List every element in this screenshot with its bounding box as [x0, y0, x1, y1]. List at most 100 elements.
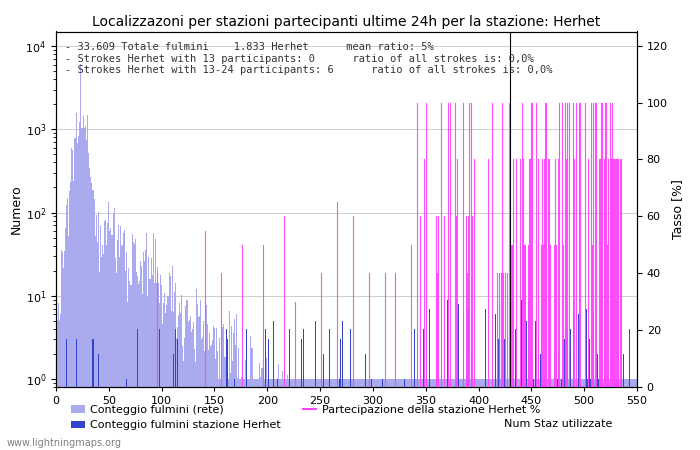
Bar — [398, 379, 399, 450]
Bar — [511, 379, 512, 450]
Bar — [631, 379, 632, 450]
Bar — [193, 322, 194, 450]
Bar — [569, 379, 570, 450]
Bar — [268, 339, 269, 450]
Bar — [443, 379, 444, 450]
Bar — [136, 276, 138, 450]
Bar — [61, 251, 62, 450]
Bar — [543, 379, 545, 450]
Bar — [524, 379, 526, 450]
Bar — [101, 256, 102, 450]
Bar — [508, 379, 509, 450]
Bar — [322, 379, 323, 450]
Bar — [234, 379, 235, 450]
Bar — [194, 349, 195, 450]
Bar — [267, 379, 268, 450]
Bar — [188, 320, 190, 450]
Bar — [232, 361, 233, 450]
Bar — [294, 379, 295, 450]
Bar — [449, 379, 451, 450]
Bar — [575, 379, 576, 450]
Legend: Conteggio fulmini (rete), Conteggio fulmini stazione Herhet, Partecipazione dell: Conteggio fulmini (rete), Conteggio fulm… — [66, 400, 545, 435]
Bar — [429, 309, 430, 450]
Bar — [342, 379, 343, 450]
Bar — [589, 379, 590, 450]
Bar — [591, 379, 592, 450]
Bar — [318, 379, 320, 450]
Bar — [431, 379, 433, 450]
Bar — [136, 329, 138, 450]
Bar — [481, 379, 482, 450]
Bar — [593, 309, 594, 450]
Bar — [534, 379, 535, 450]
Bar — [564, 339, 565, 450]
Bar — [307, 379, 308, 450]
Bar — [391, 379, 393, 450]
Bar — [403, 379, 404, 450]
Bar — [154, 284, 155, 450]
Bar — [254, 379, 255, 450]
Bar — [74, 138, 76, 450]
Bar — [571, 379, 572, 450]
Bar — [180, 313, 181, 450]
Bar — [374, 379, 375, 450]
Bar — [401, 379, 402, 450]
Bar — [378, 379, 379, 450]
Bar — [387, 379, 388, 450]
Bar — [123, 233, 124, 450]
Bar — [535, 321, 536, 450]
Bar — [410, 379, 412, 450]
Bar — [395, 379, 397, 450]
Bar — [208, 350, 209, 450]
Bar — [115, 258, 116, 450]
Bar — [186, 300, 188, 450]
Bar — [86, 140, 88, 450]
Bar — [350, 329, 351, 450]
Bar — [324, 379, 325, 450]
Bar — [206, 324, 208, 450]
Bar — [256, 379, 257, 450]
Bar — [175, 329, 176, 450]
Bar — [634, 379, 636, 450]
Bar — [463, 379, 464, 450]
Bar — [615, 379, 617, 450]
Bar — [561, 379, 563, 450]
Bar — [427, 379, 428, 450]
Bar — [382, 379, 383, 450]
Bar — [573, 379, 574, 450]
Bar — [556, 379, 557, 450]
Bar — [537, 379, 538, 450]
Bar — [424, 379, 425, 450]
Bar — [281, 372, 283, 450]
Bar — [65, 228, 66, 450]
Bar — [181, 295, 182, 450]
Bar — [312, 379, 313, 450]
Bar — [425, 379, 426, 450]
Bar — [495, 379, 496, 450]
Bar — [235, 345, 236, 450]
Bar — [97, 242, 98, 450]
Bar — [142, 293, 144, 450]
Bar — [596, 354, 597, 450]
Bar — [435, 379, 436, 450]
Bar — [273, 321, 274, 450]
Bar — [489, 379, 491, 450]
Bar — [309, 379, 310, 450]
Bar — [345, 379, 346, 450]
Bar — [153, 233, 154, 450]
Bar — [623, 354, 624, 450]
Bar — [574, 379, 575, 450]
Bar — [608, 379, 609, 450]
Bar — [126, 379, 127, 450]
Bar — [290, 379, 291, 450]
Bar — [103, 254, 104, 450]
Bar — [113, 208, 115, 450]
Bar — [248, 379, 250, 450]
Bar — [354, 379, 356, 450]
Bar — [493, 379, 494, 450]
Bar — [221, 357, 223, 450]
Bar — [230, 374, 231, 450]
Bar — [331, 379, 332, 450]
Bar — [57, 303, 59, 450]
Bar — [570, 379, 571, 450]
